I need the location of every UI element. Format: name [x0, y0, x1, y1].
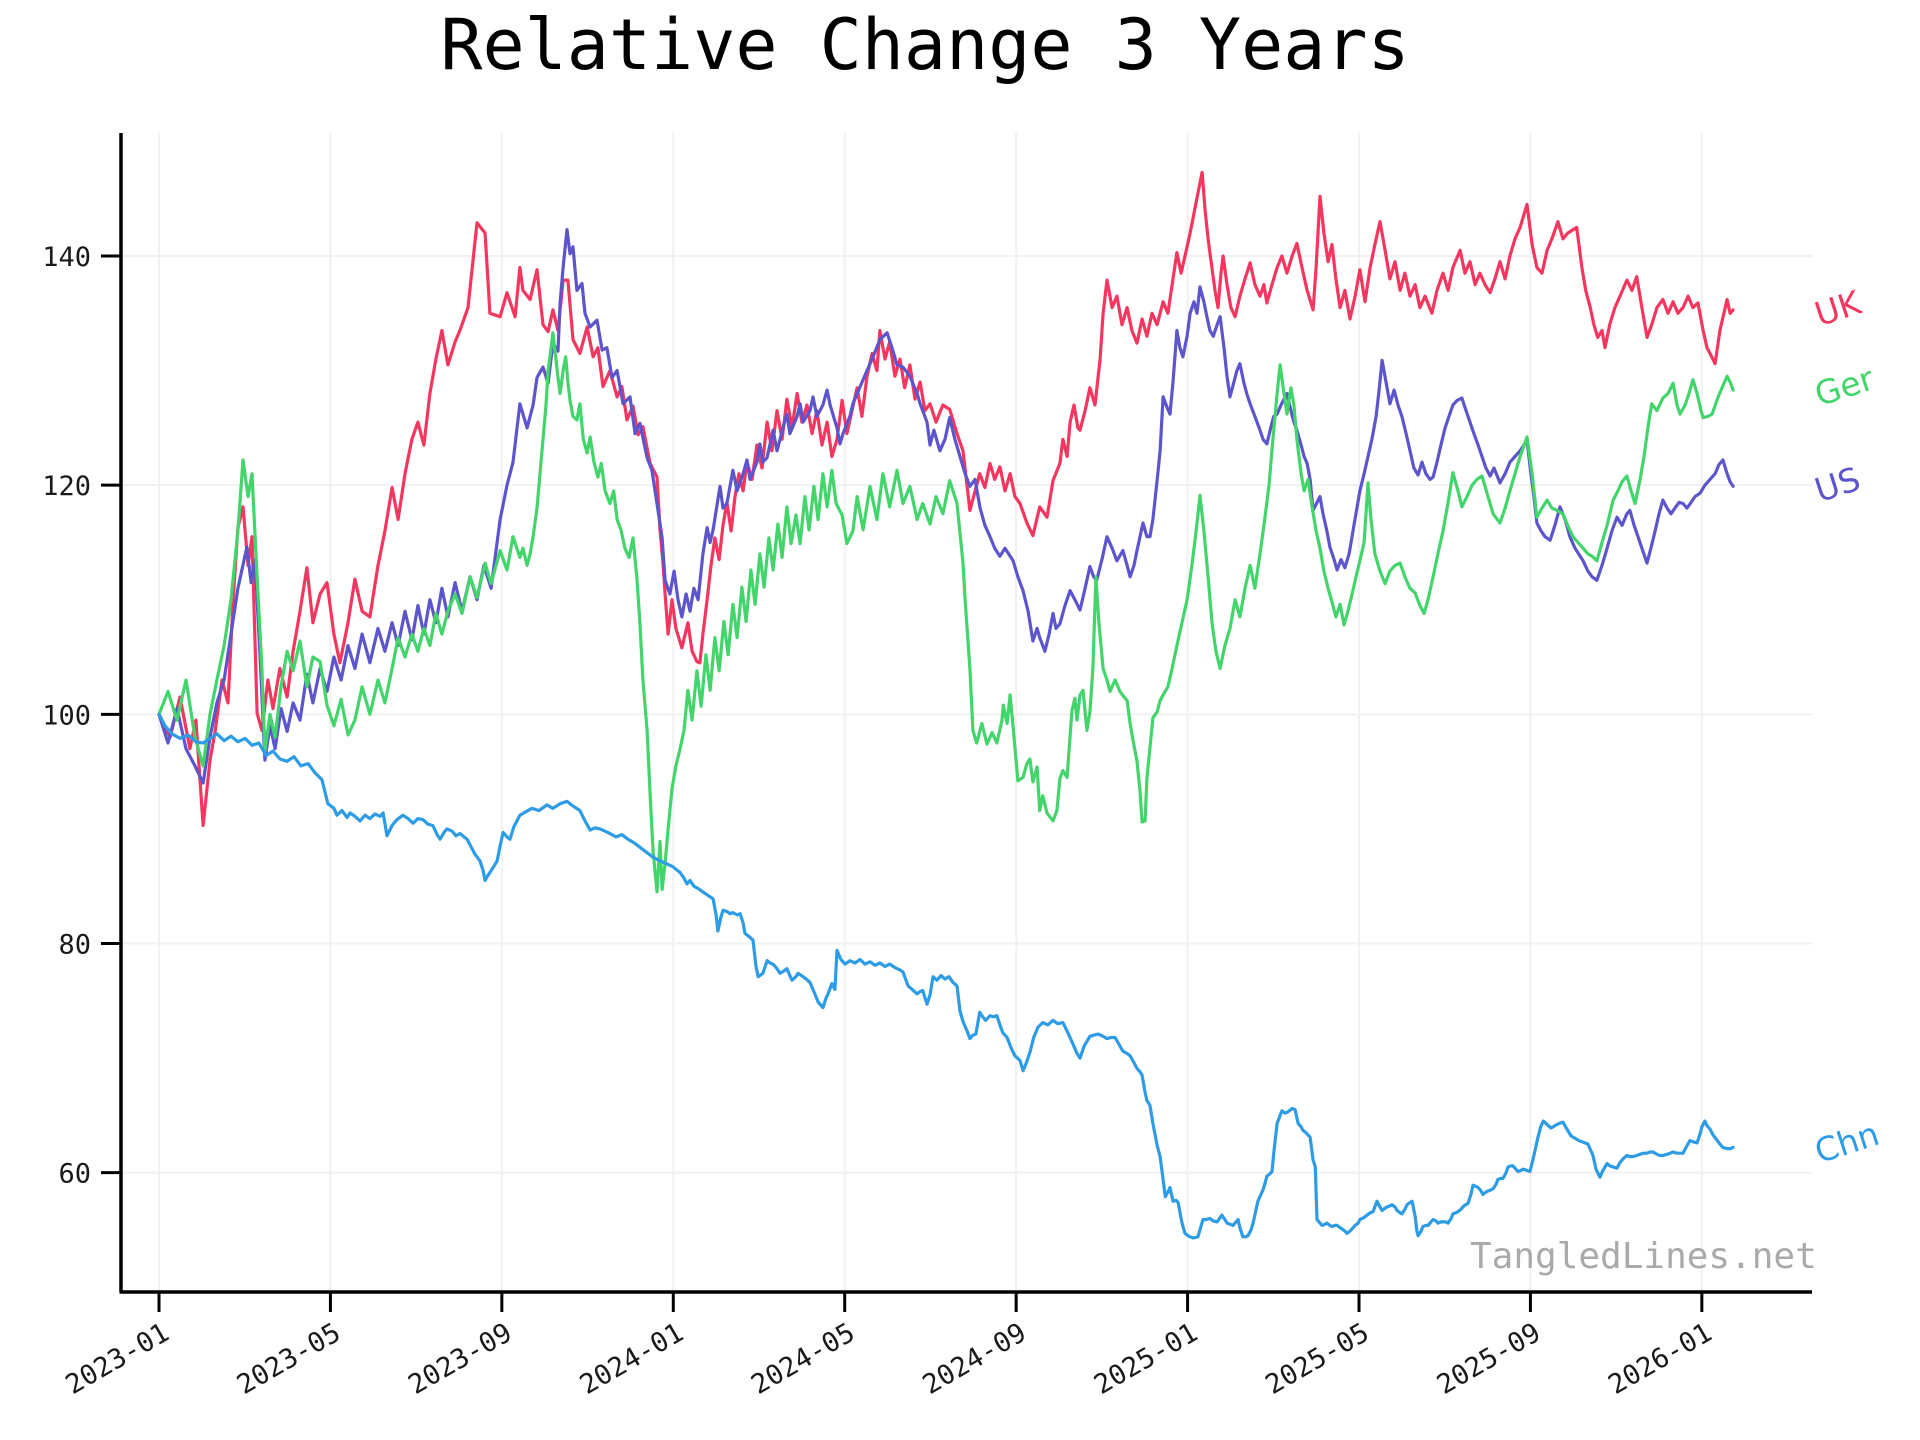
x-tick-label: 2026-01: [1603, 1317, 1717, 1401]
chart-title: Relative Change 3 Years: [440, 4, 1410, 86]
x-tick-label: 2023-09: [403, 1317, 517, 1401]
x-tick-label: 2024-01: [575, 1317, 689, 1401]
series-line-chn: [157, 712, 1735, 1240]
series-line-ger: [157, 331, 1735, 894]
watermark: TangledLines.net: [1470, 1236, 1817, 1277]
y-tick-label: 100: [42, 700, 91, 731]
x-tick-label: 2025-09: [1432, 1317, 1546, 1401]
y-tick-label: 80: [58, 929, 91, 960]
y-tick-label: 120: [42, 471, 91, 502]
x-tick-label: 2023-01: [60, 1317, 174, 1401]
y-tick-label: 140: [42, 242, 91, 273]
x-tick-label: 2025-01: [1089, 1317, 1203, 1401]
y-tick-label: 60: [58, 1159, 91, 1190]
x-tick-label: 2024-05: [746, 1317, 860, 1401]
series-line-us: [157, 228, 1735, 785]
series-line-uk: [157, 170, 1735, 828]
x-tick-label: 2024-09: [918, 1317, 1032, 1401]
x-tick-label: 2025-05: [1260, 1317, 1374, 1401]
x-tick-label: 2023-05: [232, 1317, 346, 1401]
